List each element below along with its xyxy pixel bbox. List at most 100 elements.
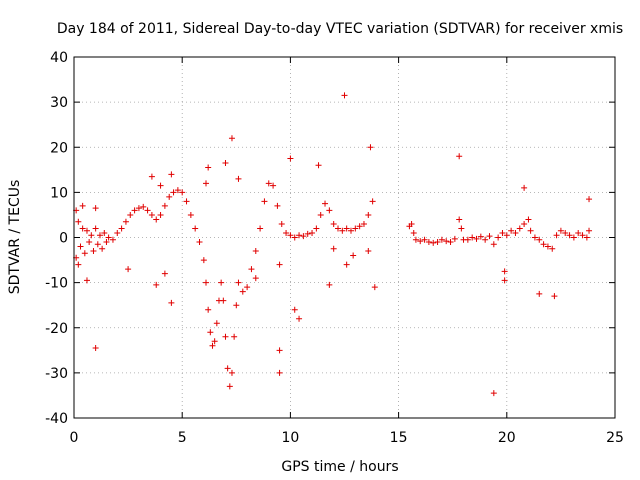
data-point-marker xyxy=(276,347,283,354)
data-point-marker xyxy=(265,180,272,187)
data-point-marker xyxy=(456,216,463,223)
x-tick-label: 5 xyxy=(178,430,187,446)
data-point-marker xyxy=(343,261,350,268)
data-points xyxy=(73,92,593,397)
data-point-marker xyxy=(570,234,577,241)
y-tick-label: -40 xyxy=(45,411,68,427)
data-point-marker xyxy=(330,245,337,252)
data-point-marker xyxy=(434,239,441,246)
data-point-marker xyxy=(213,320,220,327)
data-point-marker xyxy=(88,232,95,239)
x-tick-label: 20 xyxy=(498,430,516,446)
data-point-marker xyxy=(287,232,294,239)
data-point-marker xyxy=(226,383,233,390)
data-point-marker xyxy=(347,227,354,234)
data-point-marker xyxy=(122,218,129,225)
y-tick-label: -30 xyxy=(45,366,68,382)
data-point-marker xyxy=(99,245,106,252)
data-point-marker xyxy=(252,275,259,282)
data-point-marker xyxy=(566,232,573,239)
data-point-marker xyxy=(118,225,125,232)
data-point-marker xyxy=(296,232,303,239)
y-tick-label: 30 xyxy=(50,95,68,111)
data-point-marker xyxy=(235,279,242,286)
data-point-marker xyxy=(408,220,415,227)
data-point-marker xyxy=(83,227,90,234)
data-point-marker xyxy=(168,171,175,178)
data-point-marker xyxy=(135,205,142,212)
data-point-marker xyxy=(168,299,175,306)
data-point-marker xyxy=(127,211,134,218)
data-point-marker xyxy=(536,290,543,297)
data-point-marker xyxy=(583,234,590,241)
data-point-marker xyxy=(174,187,181,194)
chart-title: Day 184 of 2011, Sidereal Day-to-day VTE… xyxy=(57,21,623,37)
data-point-marker xyxy=(235,175,242,182)
data-point-marker xyxy=(551,293,558,300)
data-point-marker xyxy=(114,229,121,236)
data-point-marker xyxy=(369,198,376,205)
data-point-marker xyxy=(157,211,164,218)
data-point-marker xyxy=(486,233,493,240)
data-point-marker xyxy=(187,211,194,218)
data-point-marker xyxy=(540,241,547,248)
data-point-marker xyxy=(205,164,212,171)
data-point-marker xyxy=(239,288,246,295)
data-point-marker xyxy=(412,236,419,243)
data-point-marker xyxy=(352,225,359,232)
data-point-marker xyxy=(291,234,298,241)
data-point-marker xyxy=(105,234,112,241)
data-point-marker xyxy=(477,233,484,240)
data-point-marker xyxy=(79,202,86,209)
data-point-marker xyxy=(196,239,203,246)
data-point-marker xyxy=(257,225,264,232)
axis-ticks: 0 5 10 15 20 25 -40 -30 -20 -10 0 10 20 30 40 xyxy=(45,50,624,446)
data-point-marker xyxy=(501,268,508,275)
data-point-marker xyxy=(557,227,564,234)
data-point-marker xyxy=(365,248,372,255)
data-point-marker xyxy=(287,155,294,162)
data-point-marker xyxy=(261,198,268,205)
data-point-marker xyxy=(144,207,151,214)
data-point-marker xyxy=(203,279,210,286)
data-point-marker xyxy=(367,144,374,151)
data-point-marker xyxy=(451,235,458,242)
x-tick-label: 0 xyxy=(70,430,79,446)
data-point-marker xyxy=(341,92,348,99)
data-point-marker xyxy=(131,207,138,214)
data-point-marker xyxy=(92,225,99,232)
data-point-marker xyxy=(322,200,329,207)
data-point-marker xyxy=(228,135,235,142)
data-point-marker xyxy=(109,236,116,243)
data-point-marker xyxy=(464,236,471,243)
data-point-marker xyxy=(233,302,240,309)
data-point-marker xyxy=(274,202,281,209)
data-point-marker xyxy=(438,236,445,243)
data-point-marker xyxy=(527,227,534,234)
data-point-marker xyxy=(575,229,582,236)
data-point-marker xyxy=(228,369,235,376)
data-point-marker xyxy=(278,220,285,227)
data-point-marker xyxy=(326,281,333,288)
data-point-marker xyxy=(207,329,214,336)
data-point-marker xyxy=(304,230,311,237)
y-axis-label: SDTVAR / TECUs xyxy=(7,180,23,295)
data-point-marker xyxy=(443,238,450,245)
data-point-marker xyxy=(339,227,346,234)
data-point-marker xyxy=(586,196,593,203)
x-axis-label: GPS time / hours xyxy=(281,459,398,475)
data-point-marker xyxy=(365,211,372,218)
data-point-marker xyxy=(531,234,538,241)
data-point-marker xyxy=(296,315,303,322)
data-point-marker xyxy=(231,333,238,340)
data-point-marker xyxy=(343,225,350,232)
data-point-marker xyxy=(224,365,231,372)
y-tick-label: -20 xyxy=(45,321,68,337)
data-point-marker xyxy=(205,306,212,313)
y-tick-label: -10 xyxy=(45,276,68,292)
data-point-marker xyxy=(157,182,164,189)
data-point-marker xyxy=(544,243,551,250)
data-point-marker xyxy=(166,193,173,200)
data-point-marker xyxy=(153,216,160,223)
data-point-marker xyxy=(86,239,93,246)
